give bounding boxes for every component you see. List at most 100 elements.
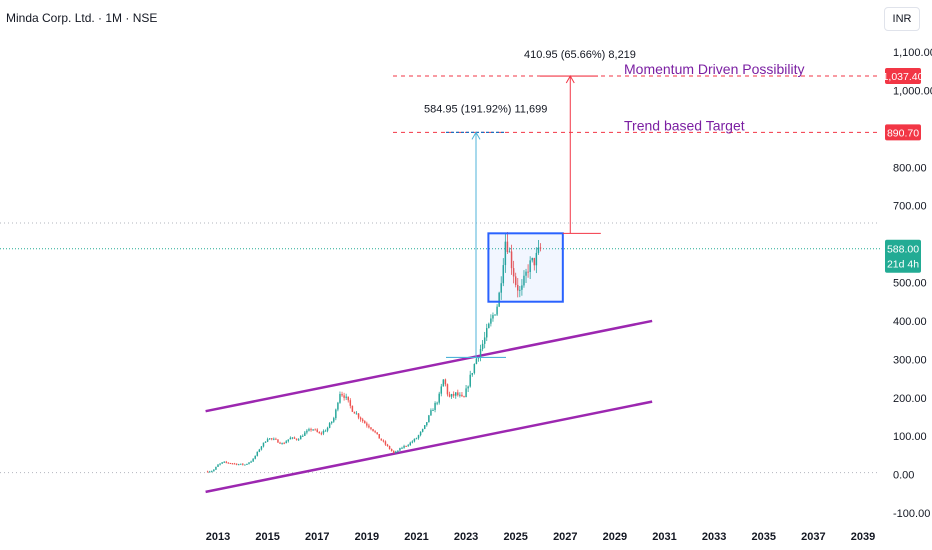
candle-body xyxy=(392,450,395,453)
candle-body xyxy=(450,394,453,397)
candle-body xyxy=(390,449,393,451)
candle-body xyxy=(318,431,321,434)
candle-body xyxy=(426,422,428,426)
candle-body xyxy=(382,440,385,442)
candle-body xyxy=(473,363,476,374)
candle-body xyxy=(287,439,290,442)
candle-body xyxy=(496,306,498,315)
candle-body xyxy=(428,415,430,423)
candle-body xyxy=(225,461,228,463)
candle-body xyxy=(364,421,366,424)
candle-body xyxy=(504,241,507,266)
y-tick-label: 800.00 xyxy=(893,162,927,174)
candle-body xyxy=(475,358,478,364)
candle-body xyxy=(415,438,418,440)
candle-body xyxy=(388,446,391,450)
y-tick-label: 400.00 xyxy=(893,316,927,328)
candle-body xyxy=(258,449,261,452)
consolidation-box xyxy=(487,232,564,303)
candle-body xyxy=(374,431,376,433)
candle-body xyxy=(461,394,463,397)
candle-body xyxy=(444,379,447,385)
y-tick-label: 200.00 xyxy=(893,393,927,405)
candle-body xyxy=(349,400,352,406)
candle-body xyxy=(293,437,296,439)
candle-body xyxy=(442,379,445,387)
candle-body xyxy=(213,469,215,472)
candle-body xyxy=(217,464,219,467)
channel-lower-line xyxy=(205,400,653,494)
candle-body xyxy=(378,434,380,439)
candle-body xyxy=(359,417,362,420)
candle-body xyxy=(510,251,513,269)
candle-body xyxy=(347,396,349,401)
candle-body xyxy=(531,257,533,261)
candle-body xyxy=(312,429,314,431)
candle-body xyxy=(333,418,335,422)
candle-body xyxy=(506,241,509,252)
current-price-text: 588.00 xyxy=(887,244,919,256)
candle-body xyxy=(413,438,416,442)
candle-body xyxy=(326,427,329,431)
y-tick-label: 100.00 xyxy=(893,431,927,443)
candle-body xyxy=(523,275,525,286)
candle-body xyxy=(345,396,347,398)
candle-body xyxy=(281,443,283,445)
candle-body xyxy=(512,268,515,277)
candle-body xyxy=(465,388,467,398)
candle-body xyxy=(380,438,383,441)
candle-body xyxy=(486,328,488,338)
candle-body xyxy=(285,441,287,444)
x-tick-label: 2019 xyxy=(355,531,379,543)
candle-body xyxy=(448,394,451,397)
channel-upper-line xyxy=(205,319,653,413)
candle-body xyxy=(223,461,225,463)
candle-body xyxy=(525,271,527,276)
price-label-badge xyxy=(885,68,921,85)
candle-body xyxy=(403,445,405,448)
candle-body xyxy=(306,430,308,433)
candle-body xyxy=(254,455,256,459)
candle-body xyxy=(527,271,529,273)
candle-body xyxy=(500,283,502,293)
candle-body xyxy=(521,285,523,290)
candle-body xyxy=(277,439,279,443)
candle-body xyxy=(481,343,484,350)
candle-body xyxy=(361,419,364,422)
candle-body xyxy=(339,394,341,403)
bar-countdown-text: 21d 4h xyxy=(887,259,919,271)
x-tick-label: 2013 xyxy=(206,531,230,543)
candle-body xyxy=(308,429,310,431)
currency-selector[interactable]: INR xyxy=(884,7,920,31)
candle-body xyxy=(434,402,436,410)
candle-body xyxy=(227,462,230,464)
candle-body xyxy=(372,429,374,432)
chart-title: Minda Corp. Ltd. · 1M · NSE xyxy=(6,11,158,25)
measure-arrow-head xyxy=(565,75,575,84)
candle-body xyxy=(304,432,306,436)
candle-body xyxy=(295,438,298,440)
candle-body xyxy=(215,466,217,470)
x-tick-label: 2033 xyxy=(702,531,726,543)
candle-body xyxy=(384,441,387,445)
candle-body xyxy=(517,284,519,291)
candle-body xyxy=(459,394,461,396)
candle-body xyxy=(328,423,331,428)
x-tick-label: 2039 xyxy=(851,531,875,543)
candle-body xyxy=(535,252,538,266)
measure-label: 410.95 (65.66%) 8,219 xyxy=(524,49,636,61)
candle-body xyxy=(343,395,345,398)
x-tick-label: 2029 xyxy=(603,531,627,543)
candle-body xyxy=(417,435,420,439)
y-tick-label: 0.00 xyxy=(893,470,914,482)
candle-body xyxy=(368,425,370,428)
measure-label: 584.95 (191.92%) 11,699 xyxy=(424,103,547,115)
candle-body xyxy=(401,447,403,449)
candle-body xyxy=(409,442,412,446)
x-tick-label: 2027 xyxy=(553,531,577,543)
candle-body xyxy=(399,448,401,451)
candle-body xyxy=(242,463,244,465)
candle-body xyxy=(316,429,318,432)
candle-body xyxy=(244,464,246,466)
